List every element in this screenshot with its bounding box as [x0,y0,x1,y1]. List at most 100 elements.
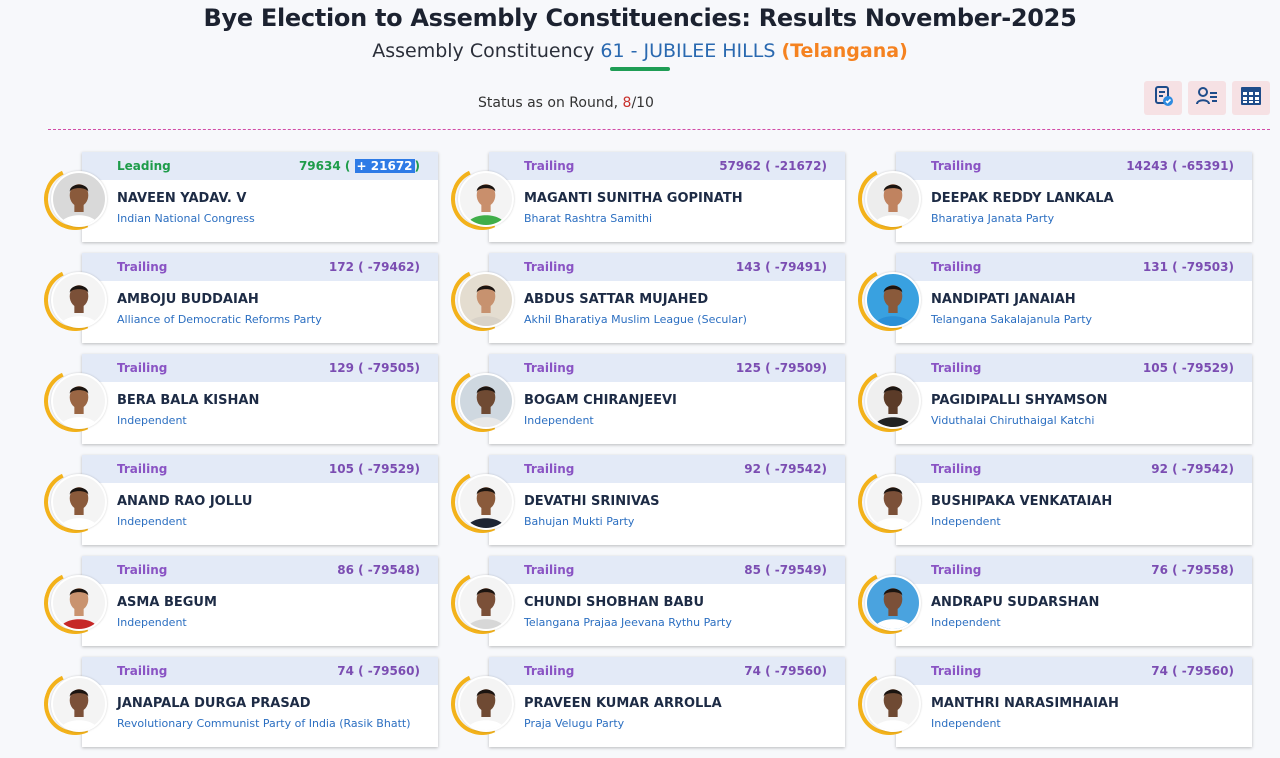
candidate-status: Trailing [524,260,575,274]
candidate-card-body: Trailing 92 ( -79542) DEVATHI SRINIVAS B… [489,455,845,545]
card-status-bar: Trailing 105 ( -79529) [896,354,1252,382]
candidate-name: JANAPALA DURGA PRASAD [117,696,311,711]
candidate-card[interactable]: Trailing 74 ( -79560) MANTHRI NARASIMHAI… [849,657,1265,748]
candidate-card-body: Trailing 131 ( -79503) NANDIPATI JANAIAH… [896,253,1252,343]
vote-count: 105 [1142,361,1168,375]
vote-margin: -79503 [1181,260,1229,274]
candidate-card[interactable]: Leading 79634 ( + 21672) NAVEEN YADAV. V… [35,152,451,243]
table-view-icon [1239,84,1263,112]
candidate-name: PRAVEEN KUMAR ARROLLA [524,696,722,711]
candidate-card[interactable]: Trailing 172 ( -79462) AMBOJU BUDDAIAH A… [35,253,451,344]
candidate-status: Trailing [524,664,575,678]
candidate-photo [51,474,107,530]
candidate-card-body: Trailing 74 ( -79560) MANTHRI NARASIMHAI… [896,657,1252,747]
candidate-card-body: Trailing 85 ( -79549) CHUNDI SHOBHAN BAB… [489,556,845,646]
candidate-card[interactable]: Trailing 105 ( -79529) ANAND RAO JOLLU I… [35,455,451,546]
candidate-votes: 125 ( -79509) [735,361,827,375]
candidate-card[interactable]: Trailing 125 ( -79509) BOGAM CHIRANJEEVI… [442,354,858,445]
candidate-card[interactable]: Trailing 85 ( -79549) CHUNDI SHOBHAN BAB… [442,556,858,647]
candidate-card-body: Trailing 86 ( -79548) ASMA BEGUM Indepen… [82,556,438,646]
candidate-card-body: Trailing 129 ( -79505) BERA BALA KISHAN … [82,354,438,444]
card-status-bar: Trailing 74 ( -79560) [896,657,1252,685]
candidate-votes: 131 ( -79503) [1142,260,1234,274]
candidate-votes: 79634 ( + 21672) [298,159,420,173]
candidate-name: ANDRAPU SUDARSHAN [931,595,1100,610]
vote-count: 79634 [298,159,341,173]
vote-count: 125 [735,361,761,375]
candidate-status: Trailing [931,462,982,476]
candidate-party: Alliance of Democratic Reforms Party [117,313,322,326]
candidate-party: Bahujan Mukti Party [524,515,635,528]
vote-margin: -79509 [774,361,822,375]
candidate-votes: 14243 ( -65391) [1126,159,1234,173]
candidate-card[interactable]: Trailing 129 ( -79505) BERA BALA KISHAN … [35,354,451,445]
candidate-list-button[interactable] [1188,81,1226,115]
card-status-bar: Trailing 92 ( -79542) [489,455,845,483]
candidate-votes: 74 ( -79560) [337,664,420,678]
candidate-photo [458,575,514,631]
vote-count: 85 [744,563,761,577]
card-status-bar: Trailing 129 ( -79505) [82,354,438,382]
candidate-party: Independent [931,515,1001,528]
candidate-name: MAGANTI SUNITHA GOPINATH [524,191,743,206]
candidate-party: Viduthalai Chiruthaigal Katchi [931,414,1095,427]
candidate-photo [458,272,514,328]
section-divider [48,129,1270,130]
candidate-name: ASMA BEGUM [117,595,217,610]
candidate-photo [458,171,514,227]
card-status-bar: Trailing 105 ( -79529) [82,455,438,483]
vote-count: 74 [1151,664,1168,678]
candidate-card[interactable]: Trailing 76 ( -79558) ANDRAPU SUDARSHAN … [849,556,1265,647]
candidate-votes: 76 ( -79558) [1151,563,1234,577]
candidate-name: BUSHIPAKA VENKATAIAH [931,494,1113,509]
candidate-party: Bharatiya Janata Party [931,212,1055,225]
candidate-card[interactable]: Trailing 143 ( -79491) ABDUS SATTAR MUJA… [442,253,858,344]
vote-margin: -79505 [367,361,415,375]
candidate-photo [458,474,514,530]
vote-margin: -79560 [774,664,822,678]
candidate-photo [51,171,107,227]
title-underline [610,67,670,71]
candidate-name: NAVEEN YADAV. V [117,191,247,206]
vote-margin: -79542 [1181,462,1229,476]
candidate-status: Trailing [931,159,982,173]
candidate-card[interactable]: Trailing 74 ( -79560) PRAVEEN KUMAR ARRO… [442,657,858,748]
candidate-party: Independent [931,717,1001,730]
candidate-photo [865,474,921,530]
card-status-bar: Trailing 85 ( -79549) [489,556,845,584]
candidate-status: Trailing [117,462,168,476]
candidate-photo [865,373,921,429]
candidate-votes: 129 ( -79505) [328,361,420,375]
vote-margin: -79542 [774,462,822,476]
candidate-name: NANDIPATI JANAIAH [931,292,1076,307]
table-view-button[interactable] [1232,81,1270,115]
candidate-name: ABDUS SATTAR MUJAHED [524,292,709,307]
candidate-card[interactable]: Trailing 105 ( -79529) PAGIDIPALLI SHYAM… [849,354,1265,445]
candidate-status: Trailing [117,563,168,577]
vote-count: 74 [744,664,761,678]
constituency-name: 61 - JUBILEE HILLS [600,40,776,62]
candidate-card-body: Leading 79634 ( + 21672) NAVEEN YADAV. V… [82,152,438,242]
candidate-party: Independent [117,515,187,528]
candidate-status: Trailing [931,664,982,678]
candidate-party: Bharat Rashtra Samithi [524,212,653,225]
candidate-card[interactable]: Trailing 74 ( -79560) JANAPALA DURGA PRA… [35,657,451,748]
card-status-bar: Trailing 172 ( -79462) [82,253,438,281]
candidate-card[interactable]: Trailing 86 ( -79548) ASMA BEGUM Indepen… [35,556,451,647]
candidate-card-body: Trailing 105 ( -79529) ANAND RAO JOLLU I… [82,455,438,545]
vote-margin: -79462 [367,260,415,274]
candidate-votes: 92 ( -79542) [1151,462,1234,476]
candidate-photo [458,373,514,429]
candidate-name: DEVATHI SRINIVAS [524,494,660,509]
vote-count: 172 [328,260,354,274]
candidate-card[interactable]: Trailing 14243 ( -65391) DEEPAK REDDY LA… [849,152,1265,243]
constituency-title: Assembly Constituency 61 - JUBILEE HILLS… [0,38,1280,64]
vote-margin: -79558 [1181,563,1229,577]
candidate-card[interactable]: Trailing 131 ( -79503) NANDIPATI JANAIAH… [849,253,1265,344]
candidate-card[interactable]: Trailing 57962 ( -21672) MAGANTI SUNITHA… [442,152,858,243]
candidate-card-body: Trailing 57962 ( -21672) MAGANTI SUNITHA… [489,152,845,242]
candidate-card[interactable]: Trailing 92 ( -79542) DEVATHI SRINIVAS B… [442,455,858,546]
candidate-card[interactable]: Trailing 92 ( -79542) BUSHIPAKA VENKATAI… [849,455,1265,546]
status-row: Status as on Round, 8/10 [0,81,1280,137]
round-wise-button[interactable] [1144,81,1182,115]
